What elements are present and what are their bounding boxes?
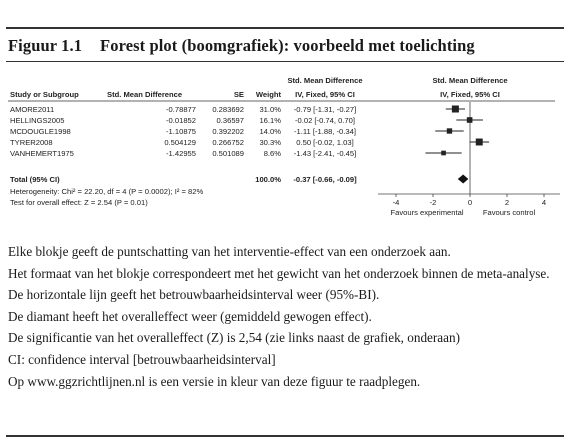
row-weight: 16.1% — [259, 116, 281, 125]
header-smd: Std. Mean Difference — [107, 90, 182, 99]
figure-caption: Elke blokje geeft de puntschatting van h… — [8, 241, 564, 392]
overall-effect-diamond — [457, 174, 469, 184]
figure-title-text: Forest plot (boomgrafiek): voorbeeld met… — [100, 36, 475, 55]
x-tick-label: 4 — [542, 198, 546, 207]
header-ci-right: IV, Fixed, 95% CI — [440, 90, 500, 99]
row-study: HELLINGS2005 — [10, 116, 64, 125]
row-se: 0.392202 — [212, 127, 244, 136]
caption-line: Op www.ggzrichtlijnen.nl is een versie i… — [8, 373, 421, 389]
row-ci: -0.79 [-1.31, -0.27] — [294, 105, 356, 114]
heterogeneity-text: Heterogeneity: Chi² = 22.20, df = 4 (P =… — [10, 187, 203, 196]
row-ci: -1.43 [-2.41, -0.45] — [294, 149, 356, 158]
row-ci: -1.11 [-1.88, -0.34] — [294, 127, 356, 136]
row-ci: 0.50 [-0.02, 1.03] — [296, 138, 353, 147]
point-estimate-square — [451, 105, 459, 113]
favours-left-label: Favours experimental — [390, 208, 463, 217]
row-se: 0.266752 — [212, 138, 244, 147]
x-tick-label: -2 — [430, 198, 437, 207]
study-row: HELLINGS2005 -0.01852 0.36597 16.1% -0.0… — [10, 116, 355, 125]
caption-line: De diamant heeft het overalleffect weer … — [8, 308, 372, 324]
row-weight: 14.0% — [259, 127, 281, 136]
header-group-smd: Std. Mean Difference — [287, 76, 362, 85]
figure-number: Figuur 1.1 — [8, 36, 83, 55]
total-label: Total (95% CI) — [10, 175, 60, 184]
row-se: 0.283692 — [212, 105, 244, 114]
row-study: MCDOUGLE1998 — [10, 127, 71, 136]
row-ci: -0.02 [-0.74, 0.70] — [295, 116, 355, 125]
forest-marks — [425, 105, 490, 184]
row-study: VANHEMERT1975 — [10, 149, 74, 158]
header-weight: Weight — [256, 90, 282, 99]
caption-line: De horizontale lijn geeft het betrouwbaa… — [8, 287, 380, 303]
row-smd: -1.10875 — [166, 127, 196, 136]
header-study: Study or Subgroup — [10, 90, 79, 99]
row-se: 0.36597 — [217, 116, 244, 125]
x-tick-label: 0 — [468, 198, 472, 207]
row-study: AMORE2011 — [10, 105, 54, 114]
caption-line: Elke blokje geeft de puntschatting van h… — [8, 244, 451, 259]
row-smd: 0.504129 — [164, 138, 196, 147]
favours-right-label: Favours control — [483, 208, 536, 217]
caption-line: De significantie van het overalleffect (… — [8, 330, 460, 346]
total-ci: -0.37 [-0.66, -0.09] — [293, 175, 357, 184]
row-study: TYRER2008 — [10, 138, 53, 147]
row-smd: -1.42955 — [166, 149, 196, 158]
bottom-rule — [6, 435, 564, 437]
point-estimate-square — [441, 150, 446, 156]
row-weight: 30.3% — [259, 138, 281, 147]
row-weight: 8.6% — [264, 149, 282, 158]
title-rule — [6, 61, 564, 62]
header-ci: IV, Fixed, 95% CI — [295, 90, 355, 99]
figure-title: Figuur 1.1 Forest plot (boomgrafiek): voo… — [8, 36, 475, 56]
x-tick-label: -4 — [393, 198, 400, 207]
point-estimate-square — [475, 138, 483, 146]
header-se: SE — [234, 90, 244, 99]
point-estimate-square — [466, 117, 473, 123]
point-estimate-square — [446, 128, 453, 134]
row-se: 0.501089 — [212, 149, 244, 158]
top-rule — [6, 27, 564, 29]
overall-effect-text: Test for overall effect: Z = 2.54 (P = 0… — [10, 198, 148, 207]
study-row: TYRER2008 0.504129 0.266752 30.3% 0.50 [… — [10, 138, 354, 147]
row-smd: -0.01852 — [166, 116, 196, 125]
total-weight: 100.0% — [255, 175, 281, 184]
row-smd: -0.78877 — [166, 105, 196, 114]
study-row: MCDOUGLE1998 -1.10875 0.392202 14.0% -1.… — [10, 127, 356, 136]
caption-line: Het formaat van het blokje correspondeer… — [8, 265, 550, 281]
x-axis-ticks: -4 -2 0 2 4 — [393, 194, 546, 207]
caption-line: CI: confidence interval [betrouwbaarheid… — [8, 351, 276, 367]
study-row: VANHEMERT1975 -1.42955 0.501089 8.6% -1.… — [10, 149, 356, 158]
header-group-smd-right: Std. Mean Difference — [432, 76, 507, 85]
study-row: AMORE2011 -0.78877 0.283692 31.0% -0.79 … — [10, 105, 356, 114]
x-tick-label: 2 — [505, 198, 509, 207]
row-weight: 31.0% — [259, 105, 281, 114]
forest-plot: Std. Mean Difference Std. Mean Differenc… — [8, 76, 560, 217]
